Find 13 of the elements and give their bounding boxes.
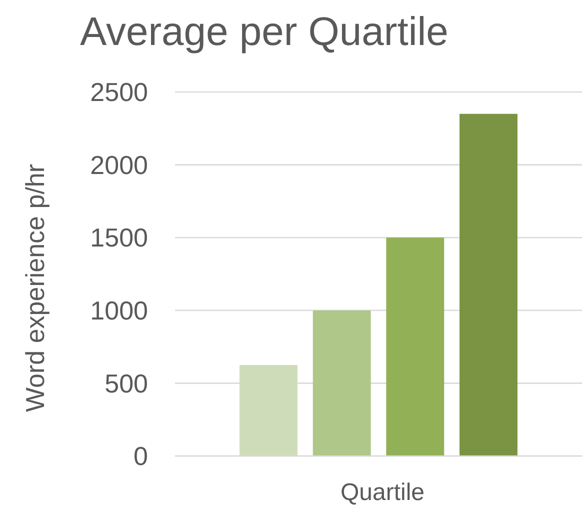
bar <box>386 238 444 456</box>
y-tick-label: 2000 <box>90 150 148 180</box>
bar <box>460 114 518 456</box>
y-axis-title: Word experience p/hr <box>20 164 50 412</box>
y-tick-label: 2500 <box>90 77 148 108</box>
y-tick-label: 1000 <box>90 296 148 326</box>
bar <box>240 365 298 456</box>
y-tick-label: 0 <box>134 441 148 472</box>
chart-title: Average per Quartile <box>80 10 448 54</box>
x-axis-title: Quartile <box>340 479 425 505</box>
bar <box>312 310 371 456</box>
y-tick-label: 500 <box>104 368 148 398</box>
y-tick-label: 1500 <box>90 222 148 253</box>
